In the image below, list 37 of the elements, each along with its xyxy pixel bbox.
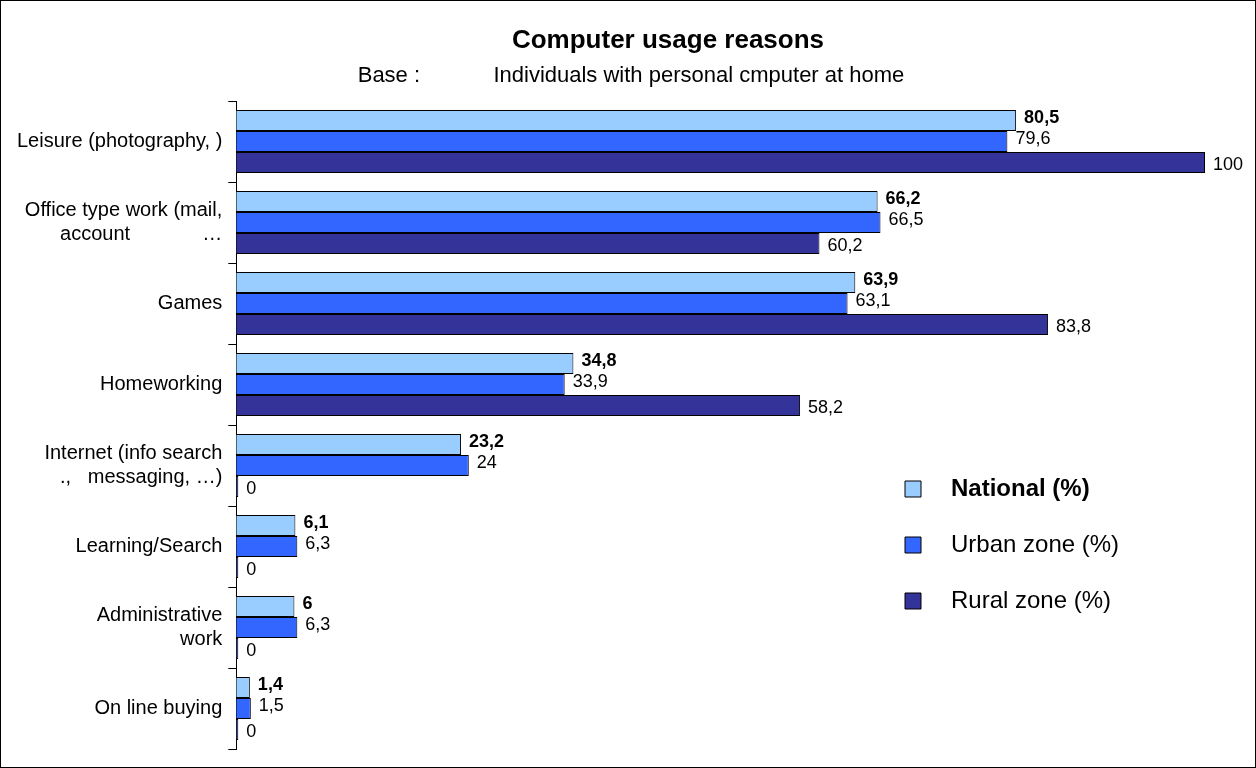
data-label: 1,5 [258, 695, 284, 716]
data-label: 66,2 [885, 188, 921, 209]
data-label: 0 [246, 558, 257, 579]
data-label: 6,3 [305, 533, 331, 554]
data-label: 1,4 [257, 674, 283, 695]
data-label: 0 [246, 639, 257, 660]
data-label: 60,2 [827, 234, 863, 255]
legend-label: Urban zone (%) [951, 529, 1120, 557]
y-tick-label: Administrative work [96, 603, 224, 650]
y-tick-label: Leisure (photography, ) [16, 129, 223, 152]
data-label: 83,8 [1056, 315, 1092, 336]
data-label: 80,5 [1024, 107, 1060, 128]
data-label: 66,5 [888, 209, 924, 230]
y-tick-label: Office type work (mail, account … [24, 198, 223, 245]
y-tick-label: On line buying [94, 696, 223, 719]
data-label: 63,9 [863, 269, 899, 290]
data-label: 33,9 [572, 371, 608, 392]
y-tick-label: Internet (info search ., messaging, …) [44, 441, 223, 488]
data-label: 6 [302, 593, 313, 614]
data-label: 6,1 [303, 512, 329, 533]
data-label: 34,8 [581, 350, 617, 371]
data-label: 6,3 [305, 614, 331, 635]
data-label: 0 [246, 477, 257, 498]
legend-label: National (%) [951, 473, 1090, 501]
data-label: 63,1 [855, 290, 891, 311]
chart-subtitle: Base : Individuals with personal cmputer at home [357, 62, 905, 88]
data-label: 58,2 [808, 396, 844, 417]
y-tick-label: Learning/Search [75, 534, 223, 557]
data-label: 0 [246, 720, 257, 741]
data-label: 79,6 [1015, 128, 1051, 149]
chart-title: Computer usage reasons [511, 24, 825, 55]
data-label: 23,2 [469, 431, 505, 452]
y-tick-label: Games [157, 291, 223, 314]
data-label: 100 [1213, 153, 1244, 174]
legend-label: Rural zone (%) [951, 585, 1112, 613]
y-tick-label: Homeworking [100, 372, 223, 395]
data-label: 24 [476, 452, 497, 473]
